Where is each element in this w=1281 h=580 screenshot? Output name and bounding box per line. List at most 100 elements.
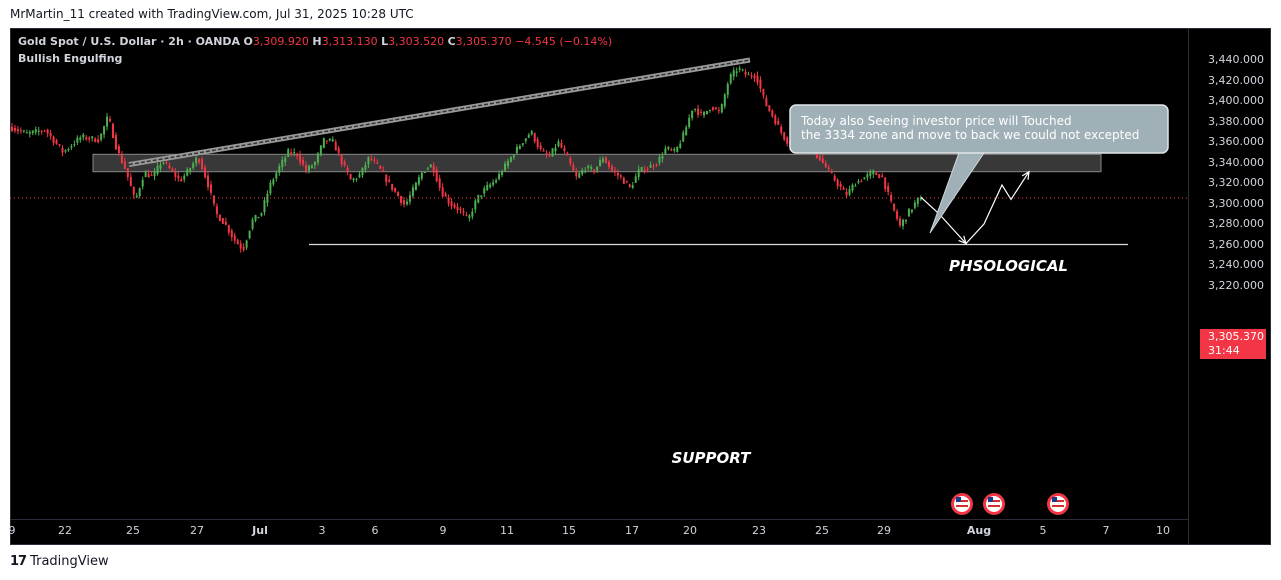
- bull-candle: [631, 185, 634, 188]
- bull-candle: [358, 174, 361, 178]
- bull-candle: [64, 150, 67, 152]
- bear-candle: [875, 172, 878, 175]
- bull-candle: [426, 168, 429, 170]
- callout-text-line: Today also Seeing investor price will To…: [800, 114, 1072, 128]
- bear-candle: [94, 138, 97, 142]
- tradingview-brand[interactable]: 17 TradingView: [10, 554, 109, 569]
- bull-candle: [189, 168, 192, 172]
- bear-candle: [827, 167, 830, 170]
- price-tick-label: 3,220.000: [1208, 278, 1264, 292]
- bear-candle: [622, 177, 625, 184]
- bear-candle: [711, 107, 714, 110]
- time-tick-label: 5: [1039, 524, 1047, 537]
- bear-candle: [542, 150, 545, 152]
- bull-candle: [468, 215, 471, 219]
- bear-candle: [165, 162, 168, 164]
- bull-candle: [634, 176, 637, 183]
- bull-candle: [474, 200, 477, 210]
- bear-candle: [432, 165, 435, 173]
- bear-candle: [305, 165, 308, 172]
- time-tick-label: 29: [877, 524, 891, 537]
- bull-candle: [676, 146, 679, 152]
- bull-candle: [913, 202, 916, 208]
- bull-candle: [694, 108, 697, 110]
- time-tick-label: 3: [318, 524, 326, 537]
- bull-candle: [406, 201, 409, 205]
- bear-candle: [209, 184, 212, 193]
- bear-candle: [343, 161, 346, 166]
- bear-candle: [302, 159, 305, 165]
- bull-candle: [423, 171, 426, 173]
- time-tick-label: 15: [562, 524, 576, 537]
- callout-box: [789, 104, 1169, 154]
- bear-candle: [780, 126, 783, 133]
- bull-candle: [483, 188, 486, 194]
- bear-candle: [697, 108, 700, 115]
- bear-candle: [607, 161, 610, 167]
- bear-candle: [376, 162, 379, 164]
- bull-candle: [904, 219, 907, 222]
- bull-candle: [747, 74, 750, 76]
- bear-candle: [299, 154, 302, 163]
- bull-candle: [854, 185, 857, 187]
- bull-candle: [138, 188, 141, 196]
- bear-candle: [117, 146, 120, 154]
- price-tick-label: 3,340.000: [1208, 155, 1264, 169]
- bull-candle: [720, 104, 723, 113]
- bear-candle: [569, 158, 572, 164]
- bear-candle: [756, 75, 759, 83]
- time-tick-label: 27: [190, 524, 204, 537]
- bull-candle: [28, 132, 31, 134]
- bear-candle: [643, 169, 646, 172]
- bear-candle: [560, 142, 563, 148]
- symbol-legend[interactable]: Gold Spot / U.S. Dollar · 2h · OANDA O3,…: [18, 35, 612, 48]
- bear-candle: [539, 145, 542, 150]
- bear-candle: [120, 154, 123, 163]
- bull-candle: [703, 112, 706, 116]
- bear-candle: [111, 123, 114, 138]
- bear-candle: [296, 153, 299, 157]
- time-tick-label: Jul: [252, 524, 268, 537]
- bull-candle: [848, 189, 851, 195]
- bull-candle: [287, 149, 290, 158]
- bear-candle: [783, 132, 786, 140]
- bull-candle: [480, 195, 483, 197]
- bull-candle: [67, 148, 70, 151]
- bear-candle: [388, 179, 391, 182]
- bull-candle: [91, 136, 94, 139]
- bear-candle: [605, 157, 607, 163]
- bear-candle: [40, 131, 43, 133]
- bull-candle: [504, 163, 507, 171]
- symbol-title: Gold Spot / U.S. Dollar · 2h · OANDA: [18, 35, 241, 48]
- bull-candle: [916, 197, 919, 204]
- bull-candle: [162, 162, 165, 164]
- bull-candle: [76, 137, 79, 143]
- indicator-label[interactable]: Bullish Engulfing: [18, 52, 123, 65]
- bull-candle: [489, 184, 492, 188]
- bear-candle: [370, 158, 373, 160]
- price-tick-label: 3,280.000: [1208, 217, 1264, 230]
- bear-candle: [221, 218, 224, 224]
- bull-candle: [869, 172, 872, 176]
- chart-caption: MrMartin_11 created with TradingView.com…: [10, 7, 414, 21]
- time-tick-label: 25: [815, 524, 829, 537]
- bull-candle: [919, 197, 922, 200]
- bull-candle: [367, 156, 370, 165]
- bull-candle: [186, 169, 189, 176]
- bull-candle: [477, 194, 480, 203]
- bear-candle: [453, 204, 456, 208]
- bear-candle: [625, 181, 628, 183]
- time-tick-label: 10: [1156, 524, 1170, 537]
- bull-candle: [319, 145, 322, 156]
- flag-canton: [956, 497, 961, 502]
- bear-candle: [382, 170, 385, 173]
- open-label: O: [243, 35, 253, 48]
- bear-candle: [616, 172, 619, 176]
- time-tick-label: 22: [58, 524, 72, 537]
- bear-candle: [824, 162, 827, 168]
- bull-candle: [316, 153, 319, 163]
- bull-candle: [275, 172, 278, 179]
- bull-candle: [82, 134, 85, 138]
- price-tick-label: 3,400.000: [1208, 94, 1264, 107]
